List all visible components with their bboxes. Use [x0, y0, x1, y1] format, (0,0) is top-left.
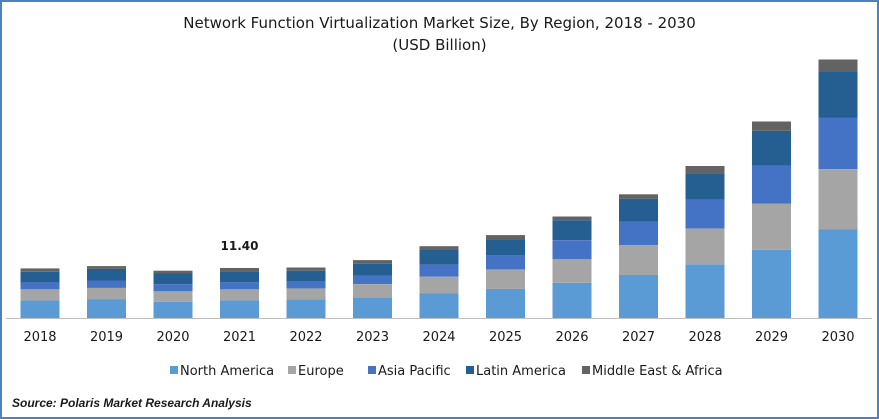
bar-2022-middle-east-africa [286, 267, 326, 271]
bar-2026-middle-east-africa [552, 216, 592, 221]
legend-swatch [466, 366, 474, 374]
bar-2022-latin-america [286, 270, 326, 282]
bar-2024-latin-america [419, 249, 459, 265]
bar-2028-middle-east-africa [685, 166, 725, 174]
legend-label: Asia Pacific [378, 364, 451, 379]
source-note: Source: Polaris Market Research Analysis [12, 396, 252, 410]
bar-2023-north-america [353, 297, 392, 318]
legend-label: Europe [298, 364, 344, 379]
bar-2020-europe [153, 291, 193, 302]
x-tick-label: 2022 [289, 330, 322, 345]
legend-swatch [368, 366, 376, 374]
bar-2025-europe [486, 269, 525, 289]
bar-2029-latin-america [752, 130, 791, 166]
chart-title: Network Function Virtualization Market S… [183, 14, 696, 32]
bar-2019-asia-pacific [87, 280, 126, 288]
x-tick-label: 2020 [156, 330, 189, 345]
x-tick-label: 2024 [422, 330, 455, 345]
chart-subtitle: (USD Billion) [392, 36, 487, 54]
bar-2023-middle-east-africa [353, 260, 392, 264]
bar-2019-north-america [87, 299, 126, 318]
x-tick-label: 2023 [356, 330, 389, 345]
bar-2028-latin-america [685, 173, 725, 200]
bar-2026-europe [552, 259, 592, 283]
bar-2023-latin-america [353, 263, 392, 276]
bar-2024-middle-east-africa [419, 246, 459, 250]
bar-2021-latin-america [220, 271, 259, 283]
x-tick-label: 2027 [622, 330, 655, 345]
legend-label: Latin America [476, 364, 566, 379]
legend-swatch [582, 366, 590, 374]
bar-2030-asia-pacific [818, 117, 858, 170]
bar-2030-north-america [818, 229, 858, 318]
bar-2022-europe [286, 288, 326, 300]
bar-2027-latin-america [619, 198, 658, 222]
bar-2023-asia-pacific [353, 275, 392, 285]
bar-2027-middle-east-africa [619, 194, 658, 199]
bar-2022-asia-pacific [286, 281, 326, 289]
bar-2025-asia-pacific [486, 255, 525, 270]
bar-2019-middle-east-africa [87, 266, 126, 269]
bar-2019-europe [87, 287, 126, 300]
x-tick-label: 2029 [755, 330, 788, 345]
x-tick-label: 2018 [23, 330, 56, 345]
bar-2020-middle-east-africa [153, 270, 193, 274]
bar-2024-asia-pacific [419, 264, 459, 277]
x-tick-label: 2019 [90, 330, 123, 345]
bar-2026-latin-america [552, 220, 592, 241]
bar-2022-north-america [286, 299, 326, 318]
bar-2018-europe [20, 289, 60, 301]
bar-2020-north-america [153, 301, 193, 318]
bar-2029-middle-east-africa [752, 121, 791, 131]
legend-swatch [288, 366, 296, 374]
bar-2018-middle-east-africa [20, 268, 60, 272]
bar-2021-europe [220, 289, 259, 301]
bar-2018-north-america [20, 300, 60, 318]
bar-2027-europe [619, 245, 658, 275]
bar-2024-north-america [419, 293, 459, 318]
x-tick-label: 2030 [821, 330, 854, 345]
bar-2030-middle-east-africa [818, 59, 858, 72]
legend-label: Middle East & Africa [592, 364, 723, 379]
bar-2025-latin-america [486, 239, 525, 256]
bar-2028-europe [685, 228, 725, 265]
data-label: 11.40 [221, 239, 259, 253]
bar-2020-asia-pacific [153, 284, 193, 292]
bar-2026-asia-pacific [552, 240, 592, 260]
bar-2027-asia-pacific [619, 221, 658, 246]
bar-2025-north-america [486, 288, 525, 318]
bar-2026-north-america [552, 282, 592, 318]
bar-2021-middle-east-africa [220, 268, 259, 272]
legend-swatch [170, 366, 178, 374]
bar-2028-north-america [685, 264, 725, 318]
x-tick-label: 2025 [489, 330, 522, 345]
bar-2018-asia-pacific [20, 282, 60, 290]
x-tick-label: 2028 [688, 330, 721, 345]
bar-2024-europe [419, 276, 459, 294]
bar-2029-europe [752, 203, 791, 250]
bar-2023-europe [353, 284, 392, 298]
bar-2030-europe [818, 169, 858, 230]
bar-2025-middle-east-africa [486, 235, 525, 240]
bar-2021-asia-pacific [220, 282, 259, 290]
bar-2020-latin-america [153, 273, 193, 285]
bar-2018-latin-america [20, 271, 60, 283]
x-tick-label: 2026 [555, 330, 588, 345]
bar-2029-asia-pacific [752, 165, 791, 204]
bar-2028-asia-pacific [685, 199, 725, 229]
bar-2019-latin-america [87, 268, 126, 281]
x-tick-label: 2021 [223, 330, 256, 345]
bar-2021-north-america [220, 300, 259, 318]
bar-2030-latin-america [818, 72, 858, 118]
bar-2029-north-america [752, 249, 791, 318]
bar-2027-north-america [619, 274, 658, 318]
legend-label: North America [180, 364, 274, 379]
